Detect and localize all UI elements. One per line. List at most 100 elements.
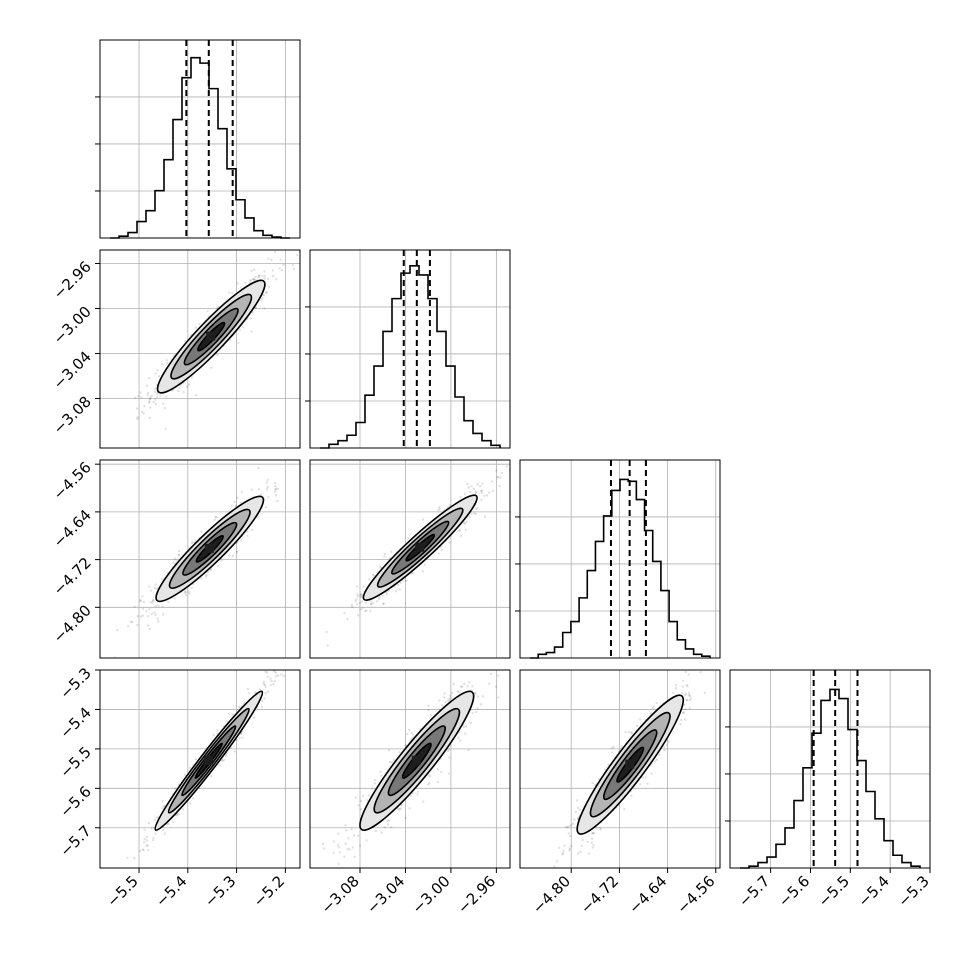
sample-point: [233, 500, 237, 504]
sample-point: [146, 848, 150, 852]
sample-point: [277, 667, 279, 669]
sample-point: [270, 258, 273, 262]
sample-point: [468, 515, 471, 518]
sample-point: [263, 277, 266, 280]
sample-point: [173, 787, 177, 790]
y-tick-label: −3.00: [50, 303, 95, 348]
sample-point: [374, 829, 377, 833]
sample-point: [91, 446, 93, 448]
sample-point: [282, 263, 285, 267]
sample-point: [346, 617, 349, 621]
sample-point: [653, 760, 657, 763]
sample-point: [343, 612, 346, 615]
sample-point: [410, 737, 413, 740]
sample-point: [194, 757, 197, 761]
sample-point: [394, 590, 398, 593]
sample-point: [361, 794, 365, 798]
panel-frame: [309, 459, 511, 659]
sample-point: [592, 844, 595, 847]
sample-point: [412, 733, 415, 736]
sample-point: [403, 579, 406, 583]
sample-point: [479, 484, 482, 488]
scatter-panel-1-0: [91, 249, 301, 449]
sample-point: [687, 673, 690, 676]
sample-point: [620, 745, 623, 748]
panel-frame: [519, 459, 721, 659]
sample-point: [365, 798, 369, 802]
panel-content: [126, 667, 287, 860]
sample-point: [571, 822, 575, 825]
sample-point: [282, 674, 285, 677]
sample-point: [500, 471, 504, 475]
sample-point: [231, 713, 234, 716]
sample-point: [254, 275, 257, 279]
sample-point: [398, 588, 401, 591]
sample-point: [505, 465, 509, 468]
sample-point: [250, 529, 254, 532]
sample-point: [347, 837, 350, 840]
sample-point: [246, 530, 249, 534]
scatter-panel-2-1: [309, 459, 511, 659]
sample-point: [682, 711, 685, 714]
sample-point: [258, 274, 261, 277]
density-peak: [203, 755, 213, 765]
sample-point: [638, 718, 642, 721]
sample-point: [252, 716, 256, 720]
sample-point: [685, 683, 689, 687]
sample-point: [167, 600, 170, 604]
sample-point: [269, 683, 272, 687]
sample-point: [252, 278, 256, 281]
sample-point: [217, 305, 220, 308]
sample-point: [630, 794, 633, 797]
sample-point: [691, 666, 693, 668]
sample-point: [491, 489, 495, 493]
sample-point: [138, 849, 142, 853]
sample-point: [252, 277, 255, 281]
sample-point: [154, 583, 157, 586]
density-peak: [411, 755, 421, 765]
sample-point: [136, 623, 139, 627]
sample-point: [264, 685, 267, 689]
sample-point: [159, 394, 162, 397]
sample-point: [575, 799, 579, 802]
sample-point: [590, 832, 594, 835]
sample-point: [381, 602, 385, 605]
sample-point: [552, 875, 554, 877]
sample-point: [273, 250, 277, 254]
sample-point: [181, 808, 185, 811]
sample-point: [684, 694, 687, 697]
sample-point: [177, 389, 180, 393]
sample-point: [154, 372, 157, 375]
sample-point: [276, 674, 280, 677]
sample-point: [161, 362, 164, 366]
density-peak: [204, 543, 214, 553]
sample-point: [210, 366, 213, 369]
sample-point: [178, 386, 181, 389]
sample-point: [649, 711, 652, 715]
sample-point: [458, 529, 461, 533]
sample-point: [357, 614, 360, 617]
sample-point: [265, 291, 268, 294]
panel-frame: [309, 669, 511, 869]
sample-point: [278, 267, 281, 270]
sample-point: [235, 550, 239, 554]
sample-point: [340, 868, 342, 870]
sample-point: [436, 768, 440, 771]
sample-point: [469, 490, 472, 494]
sample-point: [184, 594, 188, 597]
sample-point: [680, 718, 683, 722]
sample-point: [136, 416, 140, 419]
sample-point: [603, 768, 607, 771]
sample-point: [436, 780, 440, 784]
sample-point: [470, 485, 473, 488]
sample-point: [427, 704, 430, 707]
sample-point: [408, 807, 411, 810]
sample-point: [175, 559, 178, 562]
panel-content: [552, 666, 707, 877]
hist-step: [110, 56, 290, 239]
sample-point: [353, 855, 356, 858]
sample-point: [204, 575, 208, 578]
sample-point: [146, 844, 149, 848]
sample-point: [356, 595, 360, 598]
sample-point: [371, 601, 375, 605]
